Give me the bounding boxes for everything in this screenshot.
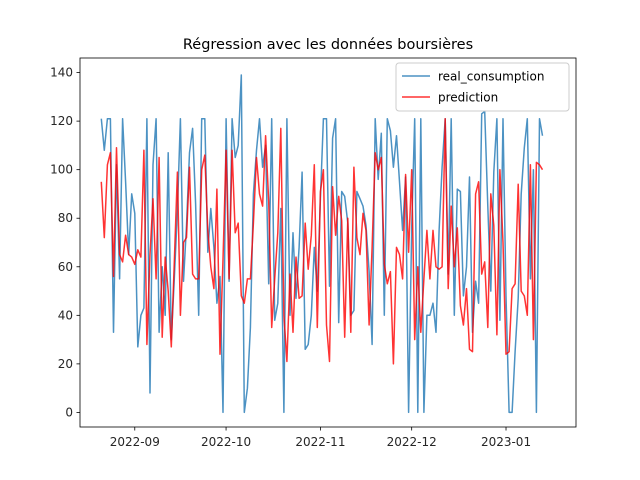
y-tick-label: 120: [50, 114, 73, 128]
x-tick-label: 2022-12: [387, 435, 437, 449]
y-tick-label: 100: [50, 163, 73, 177]
plot-area: [100, 74, 544, 414]
y-tick-label: 0: [65, 405, 73, 419]
y-tick-label: 40: [58, 308, 73, 322]
legend: real_consumption prediction: [395, 62, 570, 112]
x-tick-label: 2022-11: [295, 435, 345, 449]
axes-frame: [79, 57, 577, 428]
series-line-prediction: [100, 117, 544, 365]
legend-label-real-consumption: real_consumption: [438, 70, 544, 84]
x-tick-label: 2022-10: [201, 435, 251, 449]
axes: 0 20 40 60 80 100 120 140 2022-09 2022-10 2022-11 2…: [50, 57, 577, 449]
y-tick-label: 140: [50, 66, 73, 80]
y-tick-label: 60: [58, 260, 73, 274]
legend-label-prediction: prediction: [438, 91, 498, 105]
y-tick-label: 20: [58, 357, 73, 371]
x-tick-label: 2022-09: [110, 435, 160, 449]
x-tick-label: 2023-01: [481, 435, 531, 449]
chart-title: Régression avec les données boursières: [183, 37, 473, 53]
legend-box: [395, 62, 570, 112]
y-tick-label: 80: [58, 211, 73, 225]
